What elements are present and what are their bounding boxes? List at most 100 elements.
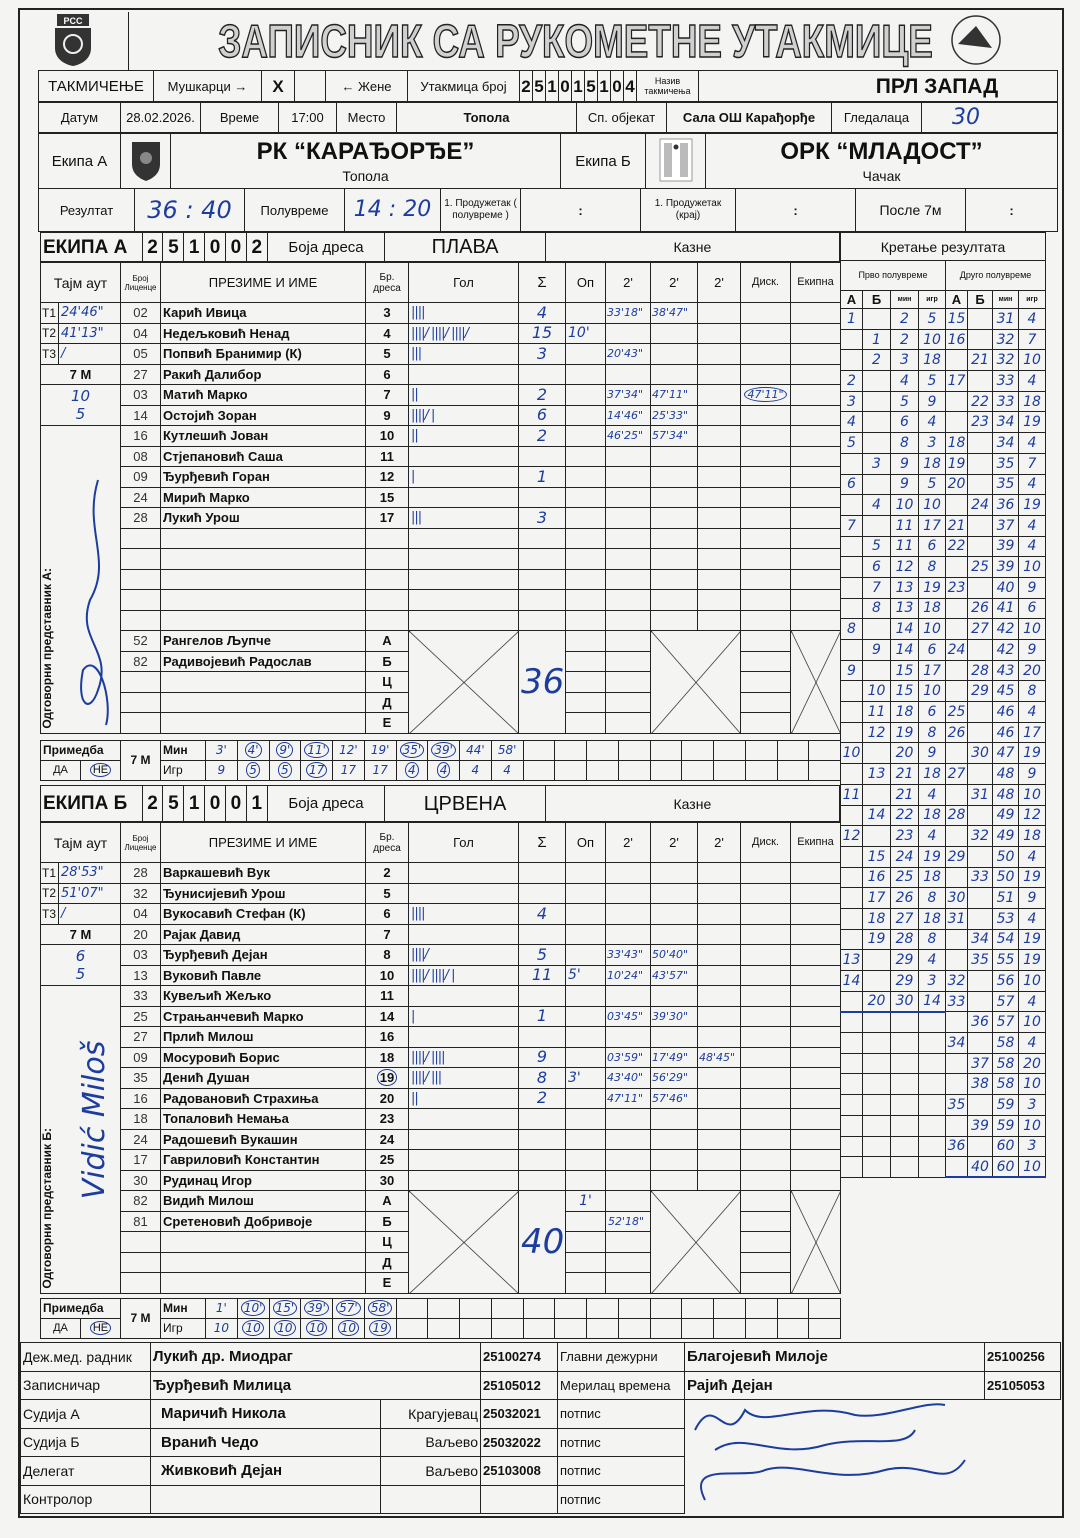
- progression-minute: [890, 1094, 919, 1116]
- two-min-header: 2': [605, 262, 651, 303]
- two-min-time: [697, 964, 741, 986]
- jersey-number: [365, 527, 409, 549]
- seven-m-minute: [808, 739, 841, 761]
- two-min-time: [697, 527, 741, 549]
- progression-player: 19: [1017, 494, 1047, 516]
- progression-team-a: [945, 390, 968, 413]
- progression-player: 19: [1017, 742, 1047, 765]
- progression-team-b: 29: [967, 680, 993, 703]
- seven-m-player: [459, 1317, 492, 1339]
- seven-m-table: Примедба 7 M Мин 1' 10' 15' 39' 57' 58' ДА НЕ Игр 10…: [40, 1297, 841, 1339]
- player-name: Топаловић Немања: [160, 1108, 366, 1130]
- goals-total: 11: [518, 964, 566, 986]
- disqualification-time: [740, 862, 791, 884]
- two-min-time: 14'46": [605, 404, 651, 426]
- jersey-color: ПЛАВА: [384, 232, 546, 262]
- progression-row: 14 29 3 32 56 10: [840, 970, 1047, 992]
- progression-minute: 42: [992, 618, 1019, 640]
- player-name: Радошевић Вукашин: [160, 1128, 366, 1150]
- jersey-number: 10: [365, 425, 409, 447]
- disqualification-time: [740, 486, 791, 508]
- official-disqualification: [740, 691, 791, 713]
- seven-m-label: 7 M: [40, 363, 121, 385]
- warning-time: [565, 425, 606, 447]
- two-min-time: [605, 1026, 651, 1048]
- progression-team-a: [840, 576, 863, 599]
- warning-time: 5': [565, 964, 606, 986]
- progression-player: 6: [918, 535, 946, 558]
- progression-row: 4 10 10 24 36 19: [840, 494, 1047, 516]
- seven-m-player: 5: [236, 759, 270, 781]
- progression-team-a: [840, 1011, 863, 1034]
- team-penalty: [790, 1108, 841, 1130]
- two-min-time: [697, 903, 741, 925]
- progression-team-b: [862, 370, 891, 392]
- official-id: 25100274: [480, 1342, 558, 1372]
- women-checkbox[interactable]: [294, 70, 326, 102]
- official-warning: [565, 1272, 606, 1294]
- progression-minute: 41: [992, 597, 1019, 620]
- progression-minute: 9: [890, 452, 919, 475]
- remark-yes[interactable]: ДА: [40, 1317, 81, 1339]
- progression-player: 4: [1017, 473, 1047, 496]
- progression-player: 10: [1017, 1011, 1047, 1034]
- progression-row: 40 60 10: [840, 1156, 1047, 1179]
- license-number: 33: [120, 985, 161, 1007]
- license-number: 24: [120, 486, 161, 508]
- two-min-time: [697, 507, 741, 529]
- remark-no[interactable]: НЕ: [80, 1317, 121, 1339]
- progression-col-header: игр: [1017, 290, 1047, 309]
- two-min-time: [697, 1087, 741, 1109]
- progression-team-b: [967, 328, 993, 351]
- result-row: Резултат 36 : 40 Полувреме 14 : 20 1. Пр…: [38, 188, 1058, 232]
- match-number-digit: 5: [584, 70, 598, 102]
- progression-team-b: 21: [967, 349, 993, 372]
- players-table: Тајм аут Број Лиценце ПРЕЗИМЕ И ИМЕ Бр. дре…: [40, 822, 841, 1294]
- progression-player: 4: [1017, 990, 1047, 1013]
- seven-m-player: 19: [363, 1317, 397, 1339]
- progression-minute: 8: [890, 432, 919, 454]
- progression-player: 20: [1017, 659, 1047, 682]
- official-name: Благојевић Милоје: [684, 1342, 985, 1372]
- progression-minute: 34: [992, 432, 1019, 454]
- official-row: Д: [41, 691, 841, 713]
- jersey-number: 24: [365, 1128, 409, 1150]
- disqualification-time: [740, 903, 791, 925]
- warning-time: [565, 1108, 606, 1130]
- progression-row: 35 59 3: [840, 1094, 1047, 1116]
- seven-m-minute: 12': [332, 739, 365, 761]
- seven-m-minute: 44': [459, 739, 492, 761]
- competition-label: ТАКМИЧЕЊЕ: [38, 70, 154, 102]
- time-value: 17:00: [278, 102, 337, 133]
- goal-tally: ||: [408, 384, 519, 406]
- official-name: Ђурђевић Милица: [150, 1370, 481, 1400]
- two-min-time: 50'40": [650, 944, 698, 966]
- progression-minute: 14: [890, 639, 919, 661]
- match-official-row: Записничар Ђурђевић Милица 25105012 Мерилац…: [20, 1370, 1061, 1400]
- progression-player: [918, 1114, 946, 1137]
- remark-yes[interactable]: ДА: [40, 759, 81, 781]
- progression-team-a: [840, 452, 863, 475]
- progression-team-a: [840, 349, 863, 372]
- seven-m-minute: [776, 1297, 810, 1319]
- goal-tally: [408, 486, 519, 508]
- remark-no[interactable]: НЕ: [80, 759, 121, 781]
- jersey-number-value: 6: [383, 906, 391, 922]
- goal-tally: [408, 445, 519, 467]
- jersey-number-value: 8: [383, 947, 391, 963]
- team-penalty: [790, 1046, 841, 1068]
- progression-team-a: [945, 680, 968, 703]
- men-checkbox[interactable]: X: [261, 70, 295, 102]
- team-code-digit: 2: [141, 785, 164, 822]
- warning-time: [565, 363, 606, 385]
- progression-player: 18: [918, 866, 946, 889]
- two-min-time: [650, 1026, 698, 1048]
- team-label: ЕКИПА Б: [40, 785, 143, 822]
- signature-label: потпис: [557, 1456, 685, 1486]
- two-min-time: [697, 1067, 741, 1089]
- progression-team-b: [862, 390, 891, 413]
- team-code-digit: 5: [162, 232, 185, 262]
- license-number: 25: [120, 1005, 161, 1027]
- disq-header: Диск.: [740, 822, 791, 863]
- seven-m-player: [681, 759, 714, 781]
